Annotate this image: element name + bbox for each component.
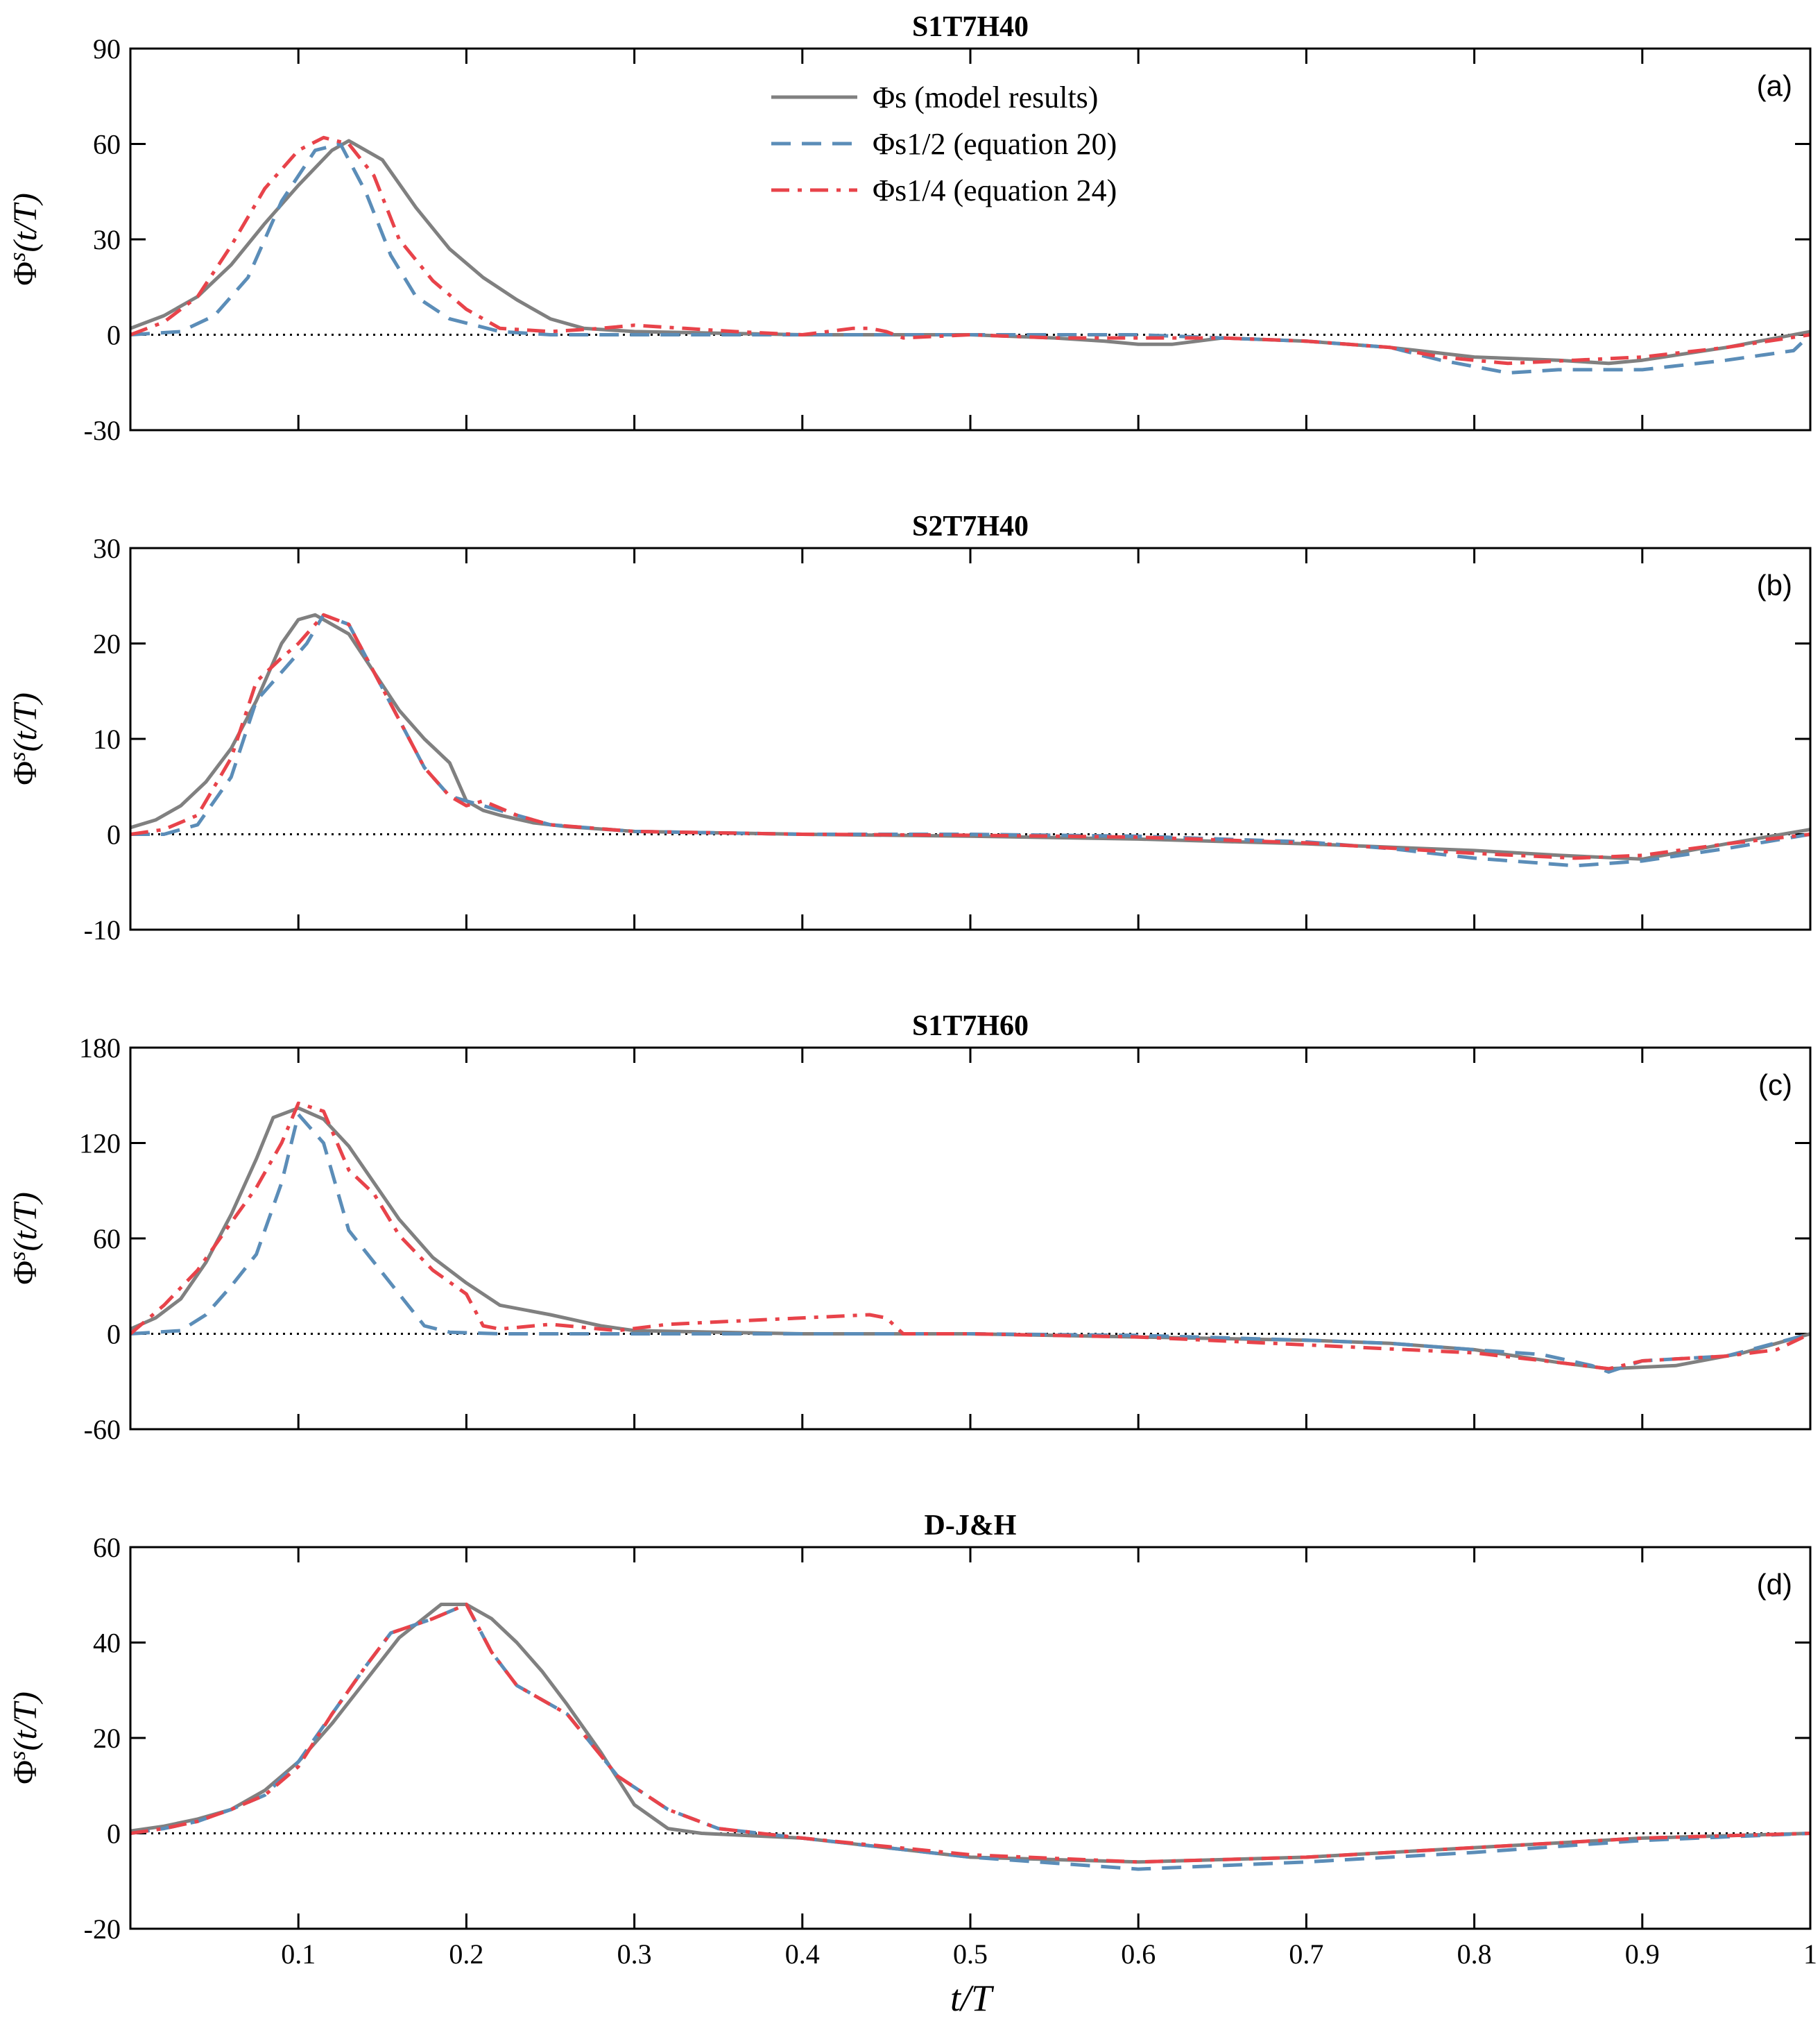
plot-frame xyxy=(129,1546,1812,1930)
y-tick-label: 0 xyxy=(107,320,121,351)
y-tick-label: 90 xyxy=(93,33,121,65)
y-axis-label: Φs(t/T) xyxy=(5,692,44,785)
x-tick-label: 0.5 xyxy=(953,1938,988,1970)
legend: Φs (model results) Φs1/2 (equation 20) Φs1… xyxy=(771,80,1117,207)
legend-label-eq20: Φs1/2 (equation 20) xyxy=(873,127,1117,161)
y-tick-label: 60 xyxy=(93,1223,121,1254)
x-tick-label: 0.1 xyxy=(281,1938,316,1970)
panel-letter: (d) xyxy=(1757,1568,1792,1601)
series-line-eq20 xyxy=(130,1112,1810,1374)
panel-1: S1T7H40 90 60 30 0 -30 (a) Φs(t/T) Φs (model res… xyxy=(5,11,1812,446)
y-tick-label: 60 xyxy=(93,1532,121,1563)
y-tick-label: 20 xyxy=(93,629,121,660)
y-tick-label: 30 xyxy=(93,224,121,255)
series-line-eq20 xyxy=(130,613,1810,868)
x-tick-label: 1 xyxy=(1803,1938,1817,1970)
legend-label-eq24: Φs1/4 (equation 24) xyxy=(873,173,1117,207)
y-tick-label: -20 xyxy=(84,1913,121,1945)
panel-letter: (b) xyxy=(1757,569,1792,602)
series-line-eq20 xyxy=(130,142,1810,375)
series-line-model xyxy=(130,613,1810,861)
y-tick-label: -60 xyxy=(84,1414,121,1445)
series-line-eq20 xyxy=(130,1603,1810,1871)
y-axis-label: Φs(t/T) xyxy=(5,1192,44,1285)
panel-2: S2T7H40 30 20 10 0 -10 (b) Φs(t/T) xyxy=(5,511,1812,946)
y-tick-label: 10 xyxy=(93,724,121,755)
x-tick-label: 0.4 xyxy=(785,1938,820,1970)
y-tick-label: 0 xyxy=(107,819,121,851)
x-tick-label: 0.3 xyxy=(617,1938,652,1970)
y-axis-label: Φs(t/T) xyxy=(5,193,44,286)
series-line-eq24 xyxy=(130,135,1810,366)
series-line-model xyxy=(130,139,1810,366)
series-line-model xyxy=(130,1603,1810,1864)
x-tick-label: 0.9 xyxy=(1625,1938,1660,1970)
panel-title: S1T7H60 xyxy=(912,1010,1029,1042)
series-line-model xyxy=(130,1106,1810,1371)
y-tick-label: -30 xyxy=(84,415,121,446)
y-tick-label: 180 xyxy=(79,1032,121,1064)
y-tick-label: -10 xyxy=(84,914,121,946)
y-axis-label: Φs(t/T) xyxy=(5,1691,44,1784)
x-tick-label: 0.6 xyxy=(1121,1938,1156,1970)
x-tick-label: 0.2 xyxy=(449,1938,483,1970)
plot-frame xyxy=(129,1046,1812,1431)
x-tick-label: 0.7 xyxy=(1289,1938,1323,1970)
y-tick-label: 20 xyxy=(93,1723,121,1754)
panel-title: S2T7H40 xyxy=(912,511,1029,543)
y-tick-label: 40 xyxy=(93,1628,121,1659)
series-line-eq24 xyxy=(130,1101,1810,1371)
panel-letter: (c) xyxy=(1758,1068,1792,1101)
y-tick-label: 30 xyxy=(93,533,121,564)
series-line-eq24 xyxy=(130,613,1810,860)
series-line-eq24 xyxy=(130,1603,1810,1864)
y-tick-label: 60 xyxy=(93,129,121,160)
legend-label-model: Φs (model results) xyxy=(873,80,1098,114)
panel-4: D-J&H 60 40 20 0 -20 0.1 0.2 0.3 0.4 0.5 0.6 0.7 0.8 0… xyxy=(5,1510,1817,1970)
y-tick-label: 0 xyxy=(107,1319,121,1350)
y-tick-label: 120 xyxy=(79,1128,121,1159)
y-tick-label: 0 xyxy=(107,1818,121,1850)
panel-title: D-J&H xyxy=(925,1510,1017,1542)
panel-3: S1T7H60 180 120 60 0 -60 (c) Φs(t/T) xyxy=(5,1010,1812,1445)
plot-frame xyxy=(129,547,1812,931)
panel-title: S1T7H40 xyxy=(912,11,1029,43)
panel-letter: (a) xyxy=(1757,69,1792,102)
x-tick-label: 0.8 xyxy=(1457,1938,1492,1970)
plot-frame xyxy=(129,47,1812,432)
x-axis-label: t/T xyxy=(950,1977,995,2019)
